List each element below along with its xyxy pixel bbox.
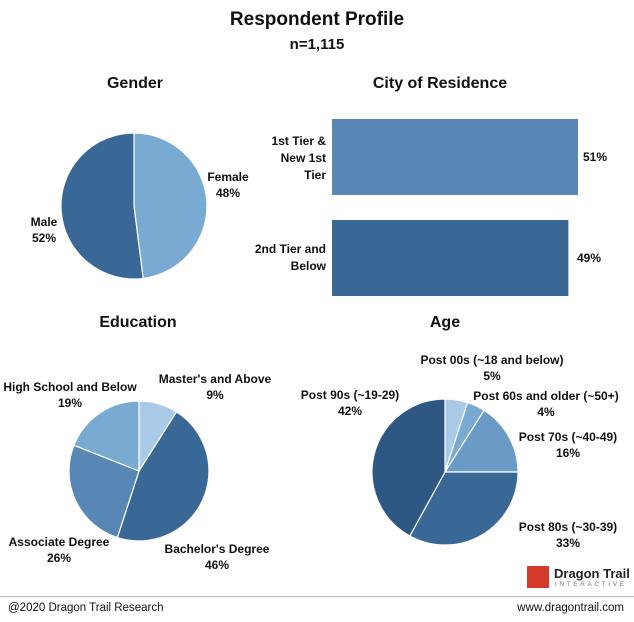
education-label-high-school: High School and Below 19% xyxy=(2,379,138,411)
slice-value: 5% xyxy=(483,369,501,383)
age-slice-post-80s-30-39 xyxy=(409,471,519,546)
slice-name: Post 70s (~40-49) xyxy=(518,430,618,444)
slice-value: 26% xyxy=(46,551,72,565)
footer-copyright: @2020 Dragon Trail Research xyxy=(8,602,164,614)
education-pie xyxy=(68,400,210,542)
category-line: New 1st xyxy=(280,151,326,165)
dragon-logo-icon xyxy=(527,566,549,588)
age-label-post-00s: Post 00s (~18 and below) 5% xyxy=(410,352,574,384)
slice-name: Post 80s (~30-39) xyxy=(518,520,618,534)
page-title: Respondent Profile xyxy=(229,9,405,30)
slice-value: 19% xyxy=(57,396,83,410)
sample-size: n=1,115 xyxy=(289,36,345,53)
category-line: Below xyxy=(290,259,326,273)
bar-value-2nd-tier: 49% xyxy=(577,251,602,265)
gender-pie xyxy=(60,132,208,280)
gender-chart-title: Gender xyxy=(106,75,163,92)
logo-subtitle: INTERACTIVE xyxy=(555,581,627,588)
age-pie xyxy=(371,398,519,546)
slice-value: 33% xyxy=(555,536,581,550)
bar-1st-tier-new-1st-tier xyxy=(332,119,578,195)
gender-slice-female xyxy=(133,132,208,280)
age-slice-post-90s-19-29 xyxy=(371,398,446,537)
education-slice-associate-degree xyxy=(68,444,140,539)
city-bars xyxy=(332,119,578,296)
footer-divider xyxy=(0,596,634,597)
slice-name: High School and Below xyxy=(3,380,137,394)
category-line: 2nd Tier and xyxy=(254,242,326,256)
slice-name: Female xyxy=(207,170,249,184)
category-line: 1st Tier & xyxy=(271,134,326,148)
age-label-post-60s: Post 60s and older (~50+) 4% xyxy=(462,388,630,420)
slice-name: Associate Degree xyxy=(8,535,110,549)
bar-category-1st-tier: 1st Tier & New 1st Tier xyxy=(240,133,326,184)
slice-value: 48% xyxy=(215,186,241,200)
education-chart-title: Education xyxy=(99,314,177,331)
age-label-post-80s: Post 80s (~30-39) 33% xyxy=(506,519,630,551)
logo-name: Dragon Trail xyxy=(554,566,630,581)
age-label-post-90s: Post 90s (~19-29) 42% xyxy=(290,387,410,419)
bar-category-2nd-tier: 2nd Tier and Below xyxy=(240,241,326,275)
slice-value: 42% xyxy=(337,404,363,418)
slice-name: Post 90s (~19-29) xyxy=(300,388,400,402)
age-label-post-70s: Post 70s (~40-49) 16% xyxy=(506,429,630,461)
category-line: Tier xyxy=(304,168,326,182)
gender-label-female: Female 48% xyxy=(204,169,252,201)
slice-name: Post 60s and older (~50+) xyxy=(473,389,619,403)
footer-website: www.dragontrail.com xyxy=(517,602,624,614)
slice-value: 4% xyxy=(537,405,555,419)
education-label-masters: Master's and Above 9% xyxy=(153,371,277,403)
education-slice-high-school-and-below xyxy=(73,400,140,472)
education-label-associate: Associate Degree 26% xyxy=(6,534,112,566)
gender-label-male: Male 52% xyxy=(22,214,66,246)
age-slice-post-70s-40-49 xyxy=(443,409,519,473)
slice-name: Bachelor's Degree xyxy=(164,542,270,556)
slice-value: 52% xyxy=(31,231,57,245)
age-chart-title: Age xyxy=(429,314,461,331)
bar-value-1st-tier: 51% xyxy=(583,150,608,164)
slice-value: 46% xyxy=(204,558,230,572)
education-slice-bachelor-s-degree xyxy=(116,411,210,542)
slice-value: 16% xyxy=(555,446,581,460)
slice-name: Master's and Above xyxy=(158,372,272,386)
bar-2nd-tier-and-below xyxy=(332,220,569,296)
slice-value: 9% xyxy=(206,388,224,402)
gender-slice-male xyxy=(60,132,144,280)
education-label-bachelors: Bachelor's Degree 46% xyxy=(158,541,276,573)
slice-name: Post 00s (~18 and below) xyxy=(420,353,564,367)
slice-name: Male xyxy=(30,215,58,229)
city-chart-title: City of Residence xyxy=(372,75,508,92)
